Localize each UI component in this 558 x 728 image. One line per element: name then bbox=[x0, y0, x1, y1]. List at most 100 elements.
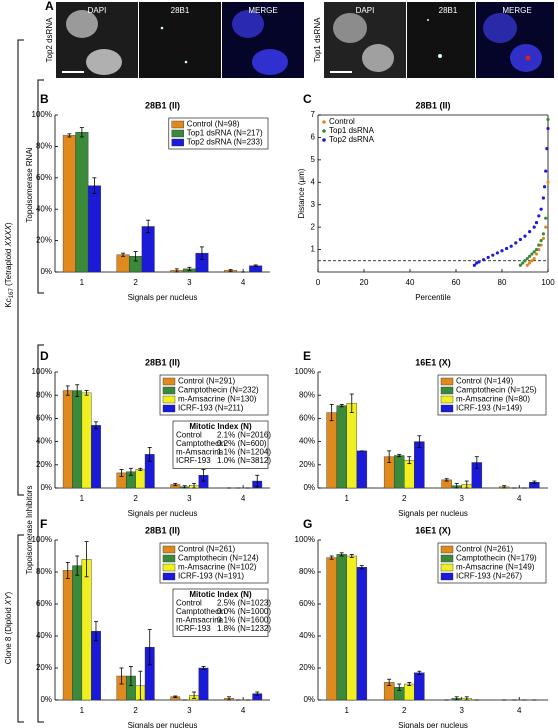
error-bar bbox=[199, 246, 204, 260]
y-tick-label: 4 bbox=[311, 177, 316, 186]
y-tick-label: 20% bbox=[299, 663, 315, 672]
error-bar bbox=[417, 435, 422, 448]
y-tick-label: 40% bbox=[36, 631, 52, 640]
y-tick-label: 40% bbox=[299, 631, 315, 640]
bar bbox=[81, 559, 92, 701]
error-bar bbox=[65, 385, 70, 396]
point bbox=[546, 180, 550, 184]
legend-box bbox=[437, 374, 547, 416]
error-bar bbox=[349, 554, 354, 558]
error-bar bbox=[201, 666, 206, 670]
point bbox=[523, 259, 527, 263]
point bbox=[542, 185, 547, 189]
legend-label: Camptothecin (N=125) bbox=[456, 386, 537, 395]
chart-title: 28B1 (II) bbox=[145, 525, 180, 535]
point bbox=[528, 254, 532, 258]
inset-cell: 0.2% (N=600) bbox=[217, 439, 267, 448]
point bbox=[495, 251, 499, 255]
point bbox=[477, 260, 481, 264]
point bbox=[472, 263, 476, 267]
error-bar bbox=[75, 555, 80, 576]
error-bar bbox=[119, 469, 124, 477]
side-label-sub: 167 bbox=[9, 288, 15, 299]
bar bbox=[81, 392, 92, 489]
legend-box bbox=[159, 374, 269, 416]
point bbox=[523, 234, 527, 238]
error-bar bbox=[454, 696, 459, 701]
point bbox=[525, 263, 529, 267]
error-bar bbox=[339, 404, 344, 408]
error-bar bbox=[84, 541, 89, 578]
error-bar bbox=[65, 562, 70, 579]
error-bar bbox=[464, 696, 469, 701]
inset-cell: 1.1% (N=1204) bbox=[217, 448, 271, 457]
point bbox=[539, 239, 543, 243]
legend-swatch bbox=[440, 554, 454, 563]
x-axis-label: Signals per nucleus bbox=[398, 509, 468, 518]
legend-swatch bbox=[440, 395, 454, 404]
error-bar bbox=[128, 467, 133, 476]
y-tick-label: 5 bbox=[311, 155, 316, 164]
point bbox=[541, 196, 546, 200]
chart-title: 28B1 (II) bbox=[145, 100, 180, 110]
error-bar bbox=[146, 219, 151, 234]
y-tick-label: 80% bbox=[299, 390, 315, 399]
x-tick-label: 3 bbox=[187, 278, 192, 287]
bar bbox=[404, 683, 415, 701]
inset-cell: Control bbox=[176, 431, 202, 440]
error-bar bbox=[138, 467, 143, 472]
channel-label: DAPI bbox=[356, 6, 375, 15]
y-tick-label: 60% bbox=[36, 414, 52, 423]
legend-swatch bbox=[171, 120, 185, 129]
x-tick-label: 1 bbox=[80, 706, 85, 715]
side-label-part: ) bbox=[4, 222, 13, 225]
y-tick-label: 3 bbox=[311, 200, 316, 209]
side-label: Topoisomerase Inhibitors bbox=[25, 486, 34, 575]
point bbox=[518, 263, 523, 267]
channel-label: DAPI bbox=[88, 6, 107, 15]
inset-cell: 0.1% (N=1600) bbox=[217, 616, 271, 625]
point bbox=[534, 252, 539, 256]
error-bar bbox=[119, 667, 124, 685]
x-axis-label: Signals per nucleus bbox=[128, 509, 198, 518]
point bbox=[528, 230, 532, 234]
legend-label: Control (N=98) bbox=[187, 120, 240, 129]
point bbox=[532, 256, 536, 261]
x-tick-label: 3 bbox=[187, 494, 192, 503]
point bbox=[534, 221, 539, 225]
error-bar bbox=[138, 670, 143, 701]
x-tick-label: 0 bbox=[316, 278, 321, 287]
bar bbox=[72, 565, 83, 701]
error-bar bbox=[79, 127, 84, 138]
legend-swatch bbox=[440, 563, 454, 572]
bar bbox=[72, 390, 83, 489]
inset-cell: Camptothecin bbox=[176, 439, 225, 448]
bar bbox=[62, 570, 73, 701]
inset-cell: 0.0% (N=1000) bbox=[217, 607, 271, 616]
legend-swatch bbox=[440, 377, 454, 386]
legend-label: m-Amsacrine (N=130) bbox=[178, 395, 257, 404]
legend-label: m-Amsacrine (N=149) bbox=[456, 563, 535, 572]
y-tick-label: 60% bbox=[36, 599, 52, 608]
x-tick-label: 2 bbox=[402, 706, 407, 715]
error-bar bbox=[387, 678, 392, 686]
x-tick-label: 2 bbox=[133, 494, 138, 503]
channel-label: MERGE bbox=[248, 6, 277, 15]
point bbox=[544, 169, 548, 173]
point bbox=[537, 247, 541, 252]
side-label-part: ) bbox=[4, 591, 13, 594]
x-tick-label: 1 bbox=[80, 278, 85, 287]
point bbox=[528, 261, 532, 265]
error-bar bbox=[192, 691, 197, 699]
y-tick-label: 100% bbox=[295, 367, 315, 376]
panel-letter: G bbox=[303, 517, 312, 531]
error-bar bbox=[182, 485, 187, 489]
legend-label: Camptothecin (N=179) bbox=[456, 554, 537, 563]
x-tick-label: 2 bbox=[402, 494, 407, 503]
bar bbox=[116, 254, 130, 273]
y-tick-label: 60% bbox=[36, 173, 52, 182]
x-tick-label: 20 bbox=[360, 278, 369, 287]
inset-title: Mitotic Index (N) bbox=[189, 422, 252, 431]
error-bar bbox=[502, 485, 507, 489]
panel-letter: F bbox=[40, 517, 47, 531]
